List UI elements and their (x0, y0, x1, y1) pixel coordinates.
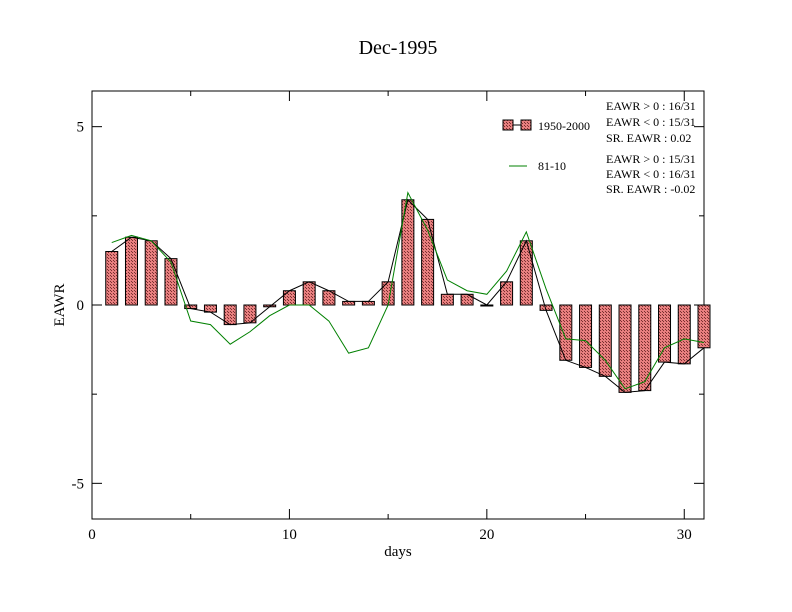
stats-1950-2000-negative: EAWR < 0 : 15/31 (606, 115, 696, 129)
stats-81-10-sr: SR. EAWR : -0.02 (606, 182, 695, 196)
legend: 1950-2000 81-10 (502, 119, 590, 173)
bar-day-21 (500, 281, 514, 306)
bar-day-13 (342, 300, 356, 306)
line-1950-2000 (111, 198, 705, 393)
stats-81-10-positive: EAWR > 0 : 15/31 (606, 152, 696, 166)
bar-day-14 (361, 300, 375, 306)
bar-day-18 (440, 293, 454, 306)
bar-day-24 (559, 304, 573, 361)
legend-label-81-10: 81-10 (538, 159, 566, 173)
bar-day-2 (124, 236, 138, 306)
bar-series-1950-2000 (105, 199, 711, 393)
x-tick-label-10: 10 (282, 527, 297, 543)
legend-swatch-bar-left (502, 119, 514, 131)
bar-day-28 (638, 304, 652, 392)
stats-81-10-negative: EAWR < 0 : 16/31 (606, 167, 696, 181)
stats-1950-2000-positive: EAWR > 0 : 16/31 (606, 99, 696, 113)
y-axis-label: EAWR (52, 284, 68, 327)
legend-label-1950-2000: 1950-2000 (538, 119, 590, 133)
chart-title: Dec-1995 (359, 37, 438, 59)
bar-day-1 (105, 251, 119, 306)
bar-day-8 (243, 304, 257, 324)
line-series (111, 191, 705, 393)
x-tick-label-20: 20 (479, 527, 494, 543)
axis-ticks: 0 10 20 30 -5 0 5 (72, 91, 704, 543)
bar-day-19 (460, 293, 474, 306)
bar-day-30 (677, 304, 691, 365)
y-tick-label--5: -5 (72, 476, 85, 492)
y-tick-label-0: 0 (77, 298, 85, 314)
bar-day-4 (164, 258, 178, 306)
line-81-10 (111, 191, 705, 390)
bar-day-29 (658, 304, 672, 363)
stats-annotations: EAWR > 0 : 16/31 EAWR < 0 : 15/31 SR. EA… (606, 99, 696, 196)
x-tick-label-0: 0 (88, 527, 96, 543)
legend-swatch-bar-right (520, 119, 532, 131)
stats-1950-2000-sr: SR. EAWR : 0.02 (606, 131, 691, 145)
bar-day-3 (144, 240, 158, 306)
bar-day-27 (618, 304, 632, 393)
x-tick-label-30: 30 (677, 527, 692, 543)
y-tick-label-5: 5 (77, 120, 85, 136)
bar-day-11 (302, 281, 316, 306)
x-axis-label: days (384, 544, 412, 560)
bar-day-10 (282, 290, 296, 306)
bar-day-17 (421, 218, 435, 306)
bar-day-25 (579, 304, 593, 368)
